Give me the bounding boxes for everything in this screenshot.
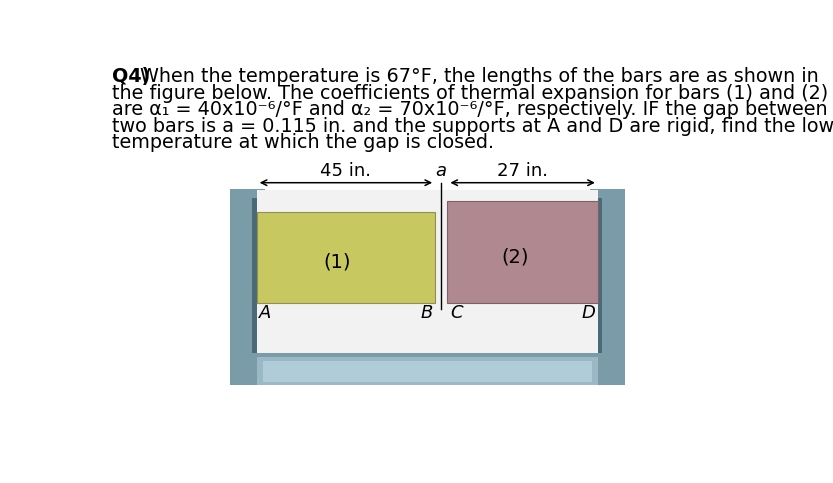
Text: A: A — [259, 304, 272, 322]
Bar — [257, 212, 435, 303]
Text: a: a — [436, 162, 446, 180]
Bar — [263, 361, 591, 382]
Text: (1): (1) — [323, 253, 351, 271]
Text: B: B — [421, 304, 432, 322]
Bar — [230, 189, 265, 198]
Bar — [598, 190, 602, 353]
Text: Q4): Q4) — [112, 67, 150, 86]
Bar — [230, 189, 257, 385]
Bar — [590, 189, 625, 198]
Text: 45 in.: 45 in. — [321, 162, 372, 180]
Text: are α₁ = 40x10⁻⁶/°F and α₂ = 70x10⁻⁶/°F, respectively. IF the gap between the: are α₁ = 40x10⁻⁶/°F and α₂ = 70x10⁻⁶/°F,… — [112, 100, 833, 119]
Bar — [257, 357, 598, 385]
Bar — [598, 189, 625, 385]
Bar — [257, 190, 598, 353]
Bar — [447, 201, 598, 303]
Bar — [252, 190, 257, 353]
Text: When the temperature is 67°F, the lengths of the bars are as shown in: When the temperature is 67°F, the length… — [140, 67, 819, 86]
Bar — [590, 189, 598, 353]
Text: D: D — [581, 304, 596, 322]
Bar — [230, 353, 625, 385]
Text: 27 in.: 27 in. — [497, 162, 548, 180]
Text: the figure below. The coefficients of thermal expansion for bars (1) and (2): the figure below. The coefficients of th… — [112, 84, 828, 103]
Bar — [257, 190, 265, 353]
Text: two bars is a = 0.115 in. and the supports at A and D are rigid, find the lowest: two bars is a = 0.115 in. and the suppor… — [112, 117, 833, 136]
Text: (2): (2) — [501, 248, 529, 267]
Text: C: C — [450, 304, 462, 322]
Text: temperature at which the gap is closed.: temperature at which the gap is closed. — [112, 133, 494, 153]
